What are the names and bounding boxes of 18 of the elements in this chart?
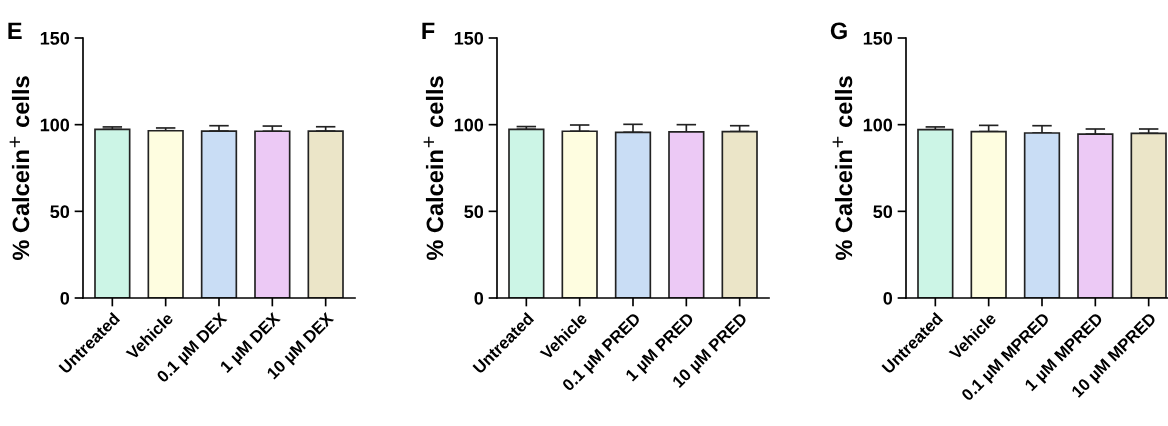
y-axis-title: % Calcein$^{+}$ cells bbox=[423, 76, 444, 261]
y-tick-label: 150 bbox=[454, 31, 484, 45]
chart-title: G bbox=[830, 22, 847, 40]
y-tick-label: 100 bbox=[863, 118, 893, 132]
chart-title: E bbox=[8, 22, 22, 39]
y-tick-label: 150 bbox=[863, 31, 893, 45]
y-axis-title: % Calcein$^{+}$ cells bbox=[9, 76, 30, 261]
y-tick-label: 100 bbox=[40, 118, 70, 132]
y-tick-label: 0 bbox=[60, 291, 70, 305]
y-tick-label: 150 bbox=[40, 31, 70, 45]
y-tick-label: 50 bbox=[50, 205, 70, 219]
y-axis-title: % Calcein$^{+}$ cells bbox=[832, 76, 853, 261]
y-tick-label: 0 bbox=[883, 291, 893, 305]
chart-title: F bbox=[422, 22, 435, 39]
y-tick-label: 50 bbox=[464, 205, 484, 219]
y-tick-label: 50 bbox=[873, 205, 893, 219]
y-tick-label: 0 bbox=[474, 291, 484, 305]
y-tick-label: 100 bbox=[454, 118, 484, 132]
